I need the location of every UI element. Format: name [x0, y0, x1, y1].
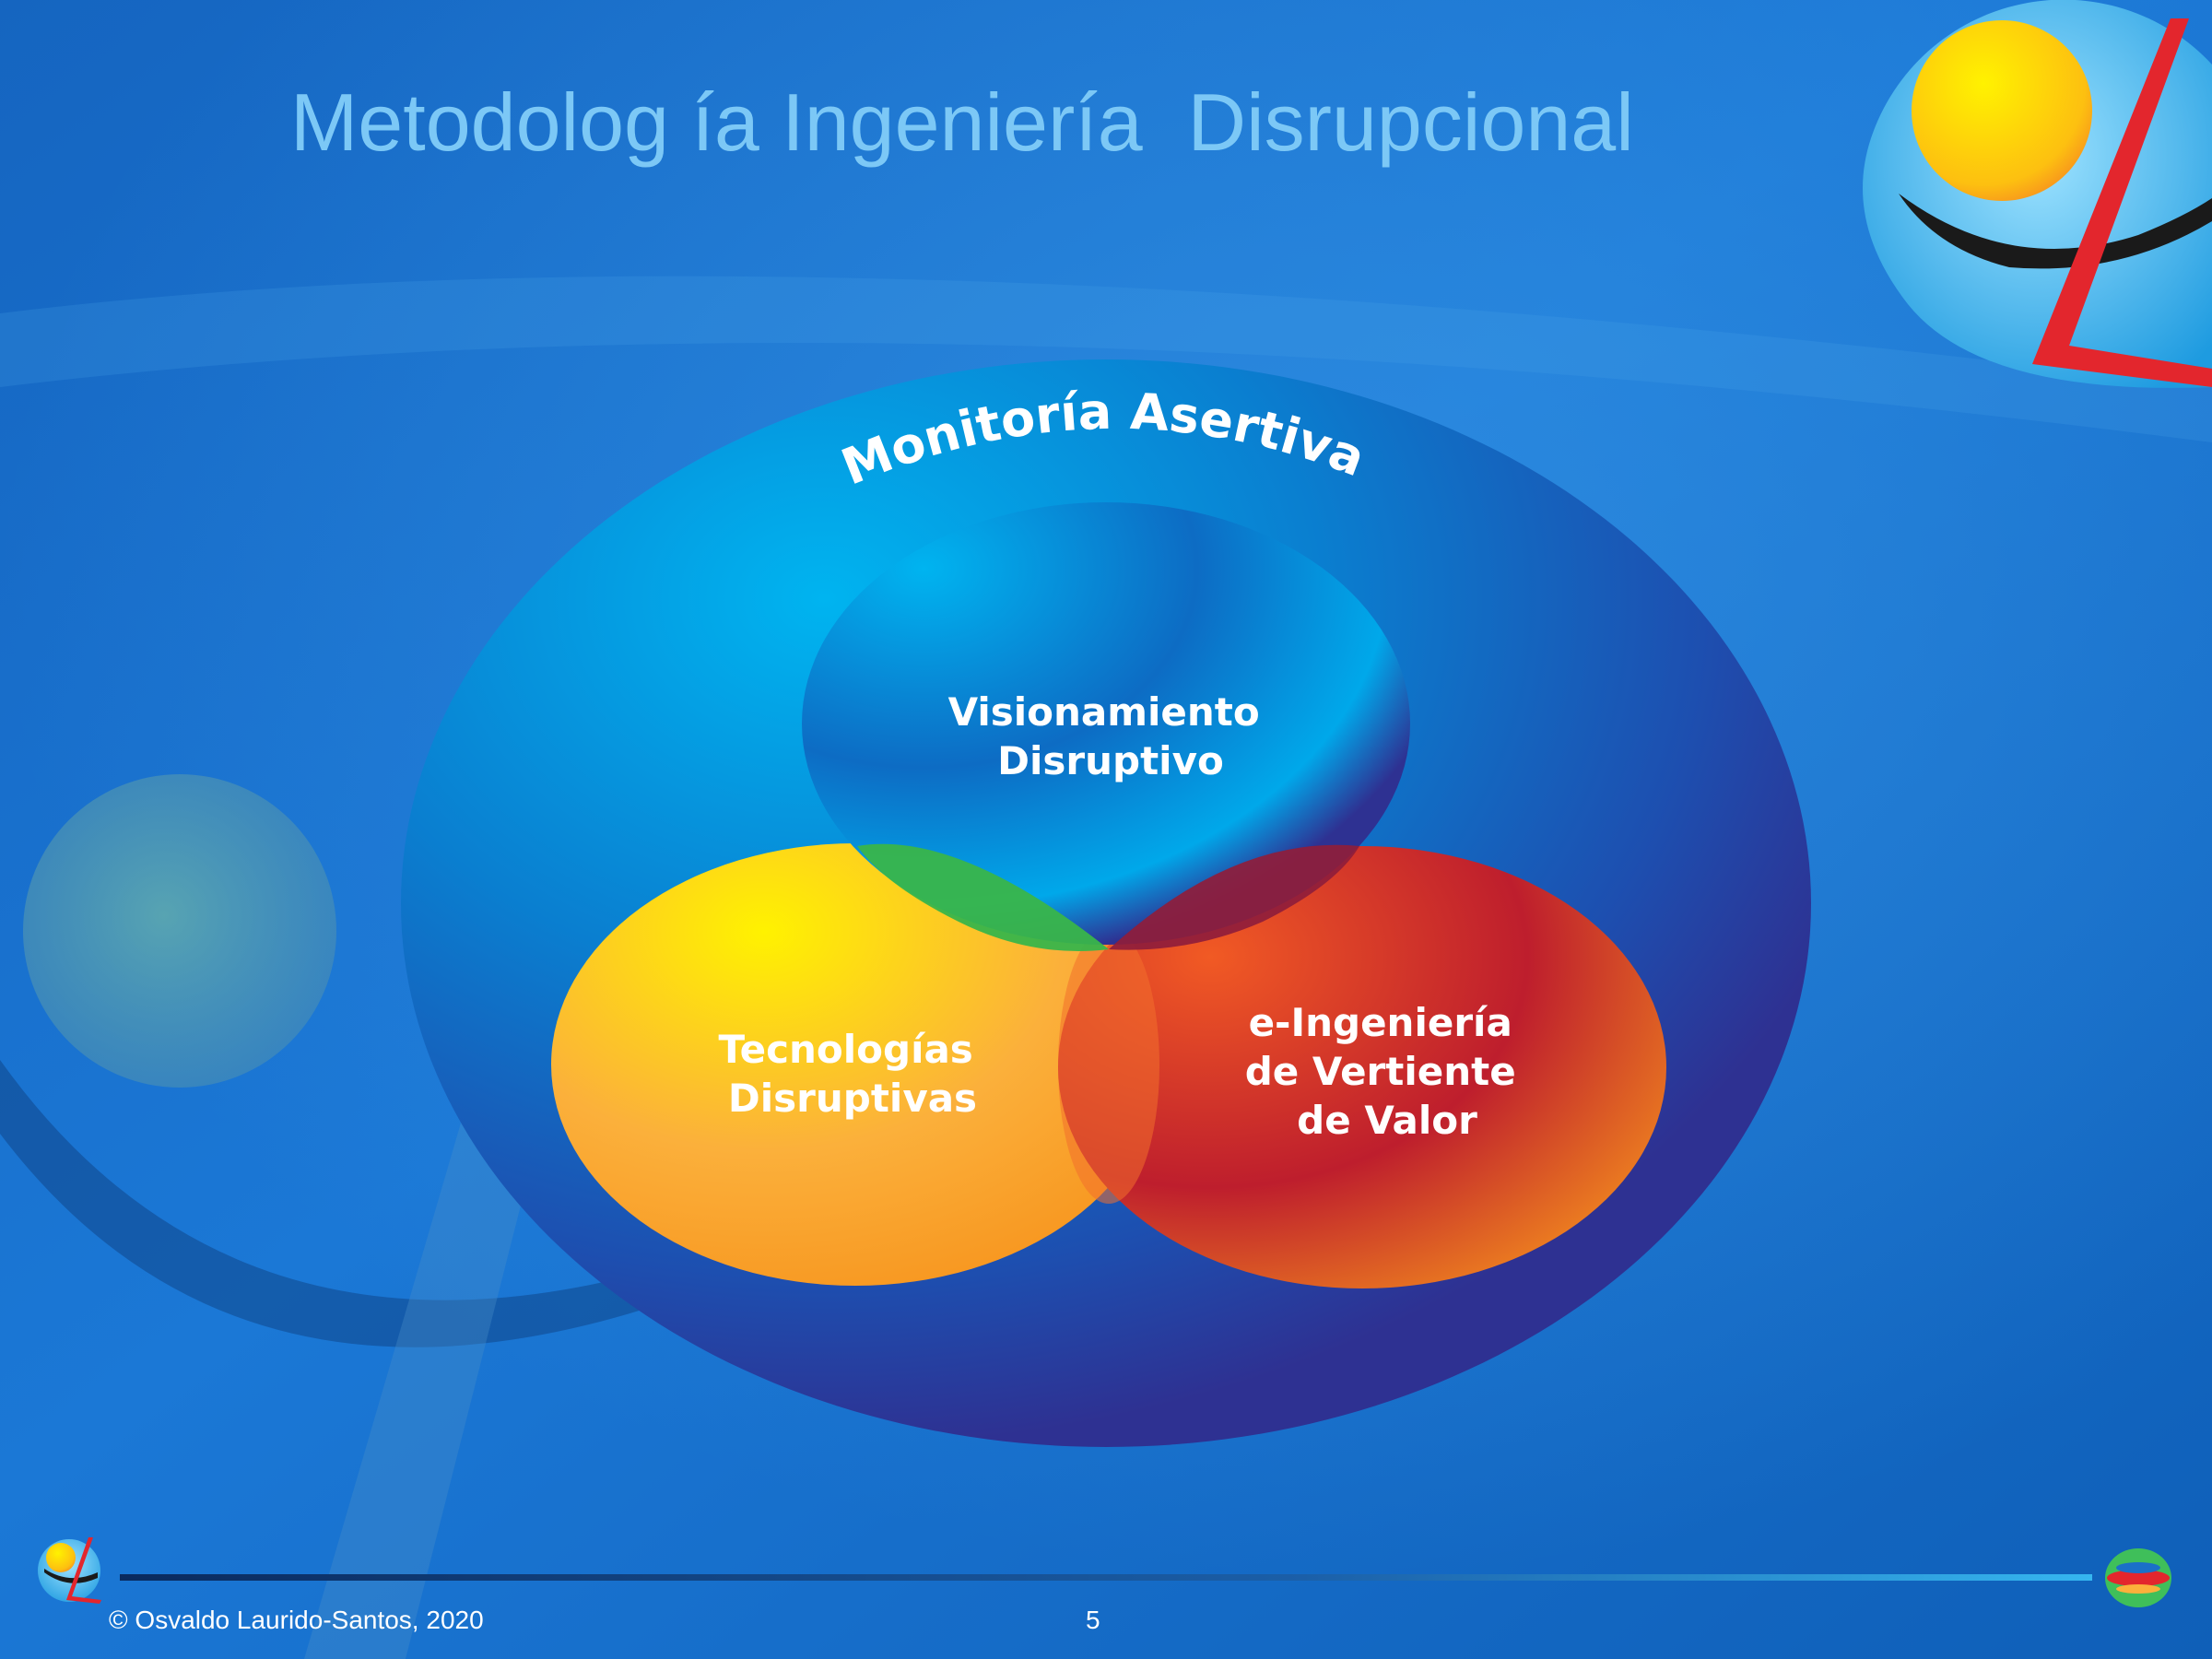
- background-swoosh-left: [0, 1060, 645, 1347]
- tecnologias-line-2: Disruptivas: [728, 1076, 977, 1121]
- circle-tecnologias-label: Tecnologías Disruptivas: [719, 1027, 987, 1121]
- globe-logo-icon: [2105, 1548, 2171, 1607]
- background-beam: [304, 1060, 553, 1659]
- footer-divider: [120, 1574, 2092, 1581]
- circle-tecnologias: [551, 843, 1159, 1286]
- visionamiento-line-1: Visionamiento: [948, 689, 1260, 735]
- circle-e-ingenieria: [1058, 846, 1666, 1288]
- footer-copyright: © Osvaldo Laurido-Santos, 2020: [109, 1606, 484, 1634]
- page-number: 5: [1086, 1606, 1100, 1634]
- overlap-top-right: [1109, 844, 1359, 950]
- venn-diagram: Monitoría Asertiva Visionamiento Disrupt…: [401, 359, 1811, 1447]
- visionamiento-line-2: Disruptivo: [997, 738, 1224, 783]
- e-ingenieria-line-3: de Valor: [1297, 1098, 1477, 1143]
- sun-person-logo-icon: [38, 1537, 101, 1604]
- circle-visionamiento-label: Visionamiento Disruptivo: [948, 689, 1274, 783]
- decorative-circle: [23, 774, 336, 1088]
- overlap-left-right: [1058, 927, 1159, 1204]
- slide-title: Metodolog ía Ingeniería Disrupcional: [290, 76, 1634, 168]
- background-swoosh-top: [0, 276, 2212, 442]
- sun-person-logo-icon: [1863, 0, 2212, 388]
- overlap-top-left: [857, 843, 1109, 951]
- e-ingenieria-line-1: e-Ingeniería: [1249, 1000, 1512, 1045]
- circle-visionamiento: [802, 502, 1410, 945]
- circle-e-ingenieria-label: e-Ingeniería de Vertiente de Valor: [1245, 1000, 1530, 1143]
- e-ingenieria-line-2: de Vertiente: [1245, 1049, 1516, 1094]
- tecnologias-line-1: Tecnologías: [719, 1027, 973, 1072]
